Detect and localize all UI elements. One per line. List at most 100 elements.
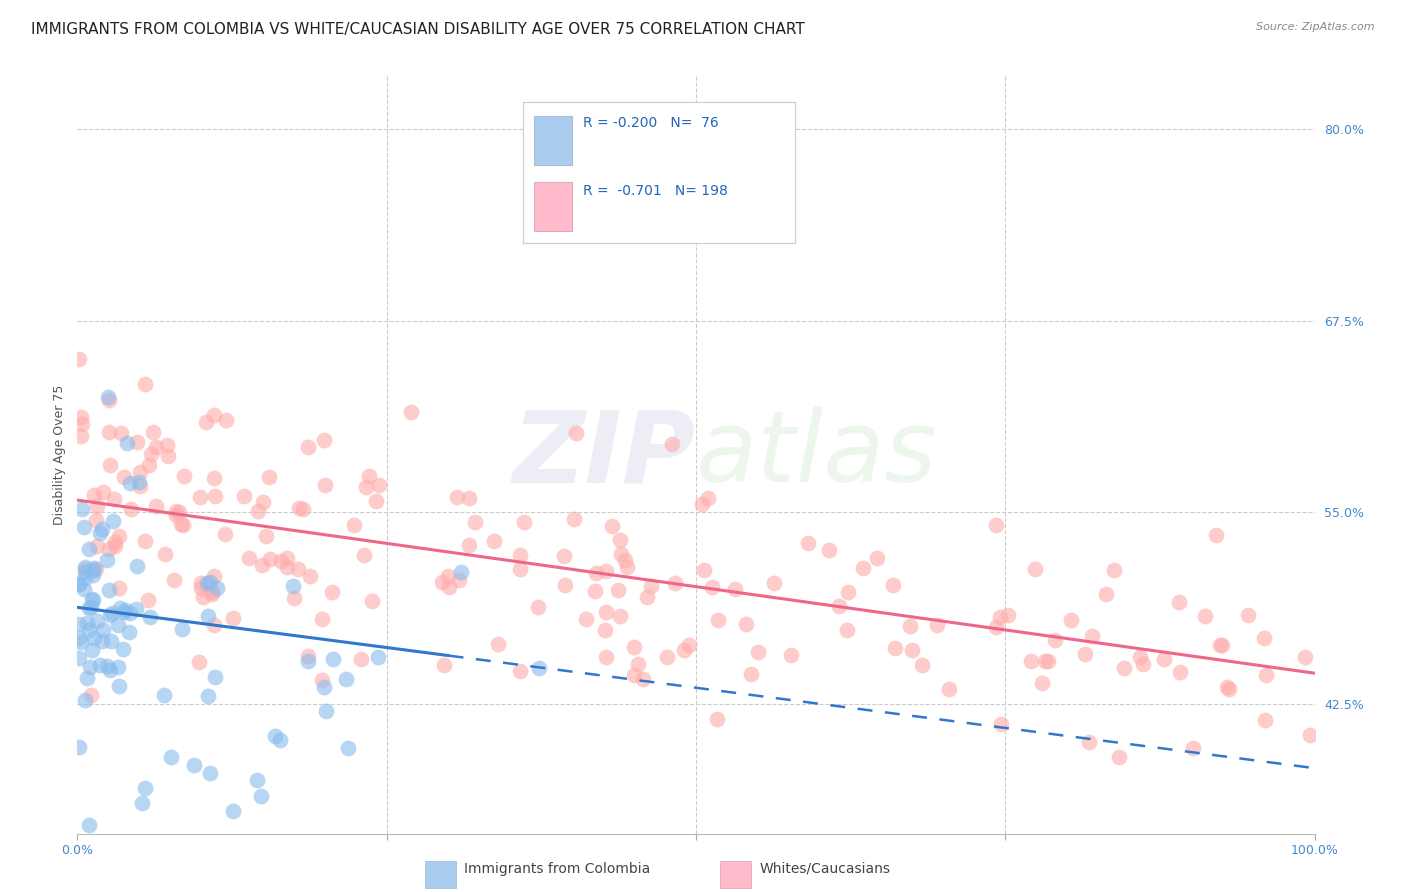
Point (321, 584, 343, 599)
Point (86, 499, 108, 513)
Point (1077, 735, 1099, 749)
Point (77, 818, 100, 832)
Point (1074, 647, 1097, 661)
Point (291, 501, 314, 516)
Point (343, 518, 366, 533)
Point (98, 425, 121, 440)
Point (83, 631, 105, 645)
Point (157, 449, 180, 463)
Point (986, 518, 1008, 533)
Point (190, 576, 212, 591)
Point (735, 616, 758, 631)
Point (583, 584, 606, 599)
Point (367, 649, 389, 664)
Point (437, 569, 460, 583)
Point (100, 608, 122, 623)
Point (69, 409, 91, 424)
Point (204, 489, 226, 503)
Point (367, 477, 389, 491)
Text: IMMIGRANTS FROM COLOMBIA VS WHITE/CAUCASIAN DISABILITY AGE OVER 75 CORRELATION C: IMMIGRANTS FROM COLOMBIA VS WHITE/CAUCAS… (31, 22, 804, 37)
Point (201, 587, 224, 601)
Point (165, 504, 187, 518)
Point (190, 582, 212, 596)
Point (298, 569, 321, 583)
Point (214, 527, 236, 541)
Point (112, 469, 135, 483)
Point (70, 502, 93, 516)
Point (450, 565, 472, 579)
Point (314, 433, 336, 447)
Point (1218, 682, 1240, 697)
Point (108, 582, 131, 596)
Point (198, 574, 221, 589)
Point (238, 551, 260, 566)
Point (112, 605, 135, 619)
Point (222, 611, 245, 625)
Point (67, 352, 90, 367)
Point (486, 638, 509, 652)
Point (361, 594, 384, 608)
Point (108, 529, 131, 543)
Y-axis label: Disability Age Over 75: Disability Age Over 75 (53, 384, 66, 525)
Point (1043, 633, 1066, 648)
Point (276, 550, 298, 565)
Point (138, 458, 160, 472)
Point (631, 672, 654, 686)
Point (354, 479, 377, 493)
Point (1211, 638, 1233, 652)
Point (927, 618, 949, 632)
Point (82, 568, 104, 582)
Point (997, 607, 1019, 622)
Point (707, 613, 730, 627)
Point (458, 491, 481, 505)
Point (837, 585, 859, 599)
Point (696, 491, 718, 505)
Point (222, 804, 245, 818)
Point (1237, 607, 1260, 622)
Point (104, 535, 127, 549)
Point (98, 542, 121, 557)
Point (125, 602, 148, 616)
Point (173, 469, 195, 483)
Point (1153, 652, 1175, 666)
Point (554, 578, 576, 592)
Point (118, 624, 141, 639)
Point (96, 659, 118, 673)
Point (336, 740, 359, 755)
Point (141, 447, 163, 461)
Point (1205, 528, 1227, 542)
Point (83, 488, 105, 502)
Point (97, 391, 120, 405)
Point (86, 615, 108, 629)
Point (437, 580, 460, 594)
Point (91, 634, 114, 648)
Point (67, 576, 90, 591)
Point (606, 583, 628, 598)
Point (1108, 750, 1130, 764)
Point (287, 562, 309, 576)
Point (91, 485, 114, 500)
Point (233, 489, 256, 503)
Point (97, 393, 120, 408)
Point (70, 635, 93, 649)
Point (311, 612, 333, 626)
Point (67, 616, 90, 631)
Point (661, 437, 683, 451)
Point (283, 579, 305, 593)
Point (82, 592, 104, 607)
Point (457, 538, 479, 552)
Point (1132, 657, 1154, 671)
Point (67, 739, 90, 754)
Point (657, 650, 679, 665)
Point (763, 575, 786, 590)
Point (575, 612, 598, 626)
Point (79, 660, 101, 674)
Point (884, 640, 907, 655)
Point (900, 619, 922, 633)
Point (73, 562, 96, 576)
Point (172, 517, 194, 532)
Point (357, 469, 380, 483)
Point (1021, 655, 1043, 669)
Point (145, 440, 167, 454)
Point (125, 435, 148, 450)
